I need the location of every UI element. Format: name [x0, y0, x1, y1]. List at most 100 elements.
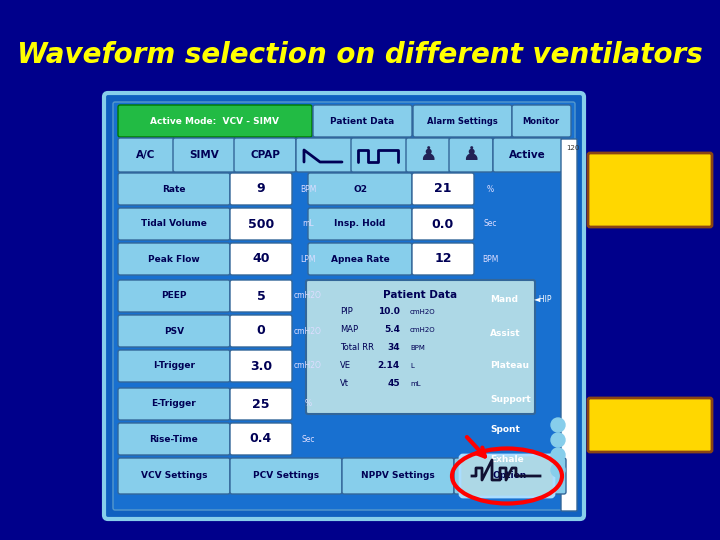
- Circle shape: [551, 463, 565, 477]
- FancyBboxPatch shape: [512, 105, 571, 137]
- FancyBboxPatch shape: [460, 455, 554, 497]
- Text: PSV: PSV: [164, 327, 184, 335]
- Text: Patient Data: Patient Data: [383, 290, 457, 300]
- FancyBboxPatch shape: [118, 138, 174, 172]
- Circle shape: [551, 448, 565, 462]
- FancyBboxPatch shape: [118, 105, 312, 137]
- Text: Assist: Assist: [490, 328, 521, 338]
- Text: 0.4: 0.4: [250, 433, 272, 446]
- Text: VE: VE: [340, 361, 351, 370]
- FancyBboxPatch shape: [230, 423, 292, 455]
- FancyBboxPatch shape: [118, 423, 230, 455]
- Text: Tidal Volume: Tidal Volume: [141, 219, 207, 228]
- Text: Exhale: Exhale: [490, 456, 523, 464]
- Text: Plateau: Plateau: [490, 361, 529, 370]
- Text: %: %: [487, 185, 494, 193]
- FancyBboxPatch shape: [230, 208, 292, 240]
- Text: 5: 5: [256, 289, 266, 302]
- Text: Monitor: Monitor: [523, 117, 559, 125]
- Text: Peak Flow: Peak Flow: [148, 254, 200, 264]
- FancyBboxPatch shape: [234, 138, 296, 172]
- Text: Waveform selection on different ventilators: Waveform selection on different ventilat…: [17, 41, 703, 69]
- Text: PIP: PIP: [340, 307, 353, 316]
- FancyBboxPatch shape: [118, 243, 230, 275]
- FancyBboxPatch shape: [454, 458, 566, 494]
- Text: Active Mode:  VCV - SIMV: Active Mode: VCV - SIMV: [150, 117, 279, 125]
- Text: 40: 40: [252, 253, 270, 266]
- Text: Alarm Settings: Alarm Settings: [427, 117, 498, 125]
- Text: MAP: MAP: [340, 326, 358, 334]
- Text: Patient Data: Patient Data: [330, 117, 394, 125]
- FancyBboxPatch shape: [118, 458, 230, 494]
- Text: Spont: Spont: [490, 426, 520, 435]
- Text: 120: 120: [567, 145, 580, 151]
- FancyBboxPatch shape: [412, 173, 474, 205]
- Text: ♟: ♟: [462, 145, 480, 165]
- FancyBboxPatch shape: [173, 138, 235, 172]
- Circle shape: [551, 418, 565, 432]
- FancyBboxPatch shape: [118, 388, 230, 420]
- Text: Sec: Sec: [483, 219, 497, 228]
- FancyBboxPatch shape: [230, 280, 292, 312]
- Text: BPM: BPM: [300, 185, 316, 193]
- Text: cmH2O: cmH2O: [410, 327, 436, 333]
- FancyBboxPatch shape: [588, 398, 712, 452]
- Text: Push to select
waveforms: Push to select waveforms: [603, 411, 697, 439]
- FancyBboxPatch shape: [413, 105, 512, 137]
- FancyBboxPatch shape: [308, 243, 412, 275]
- Text: cmH2O: cmH2O: [294, 292, 322, 300]
- FancyBboxPatch shape: [412, 208, 474, 240]
- Text: E-Trigger: E-Trigger: [152, 400, 197, 408]
- Text: Total RR: Total RR: [340, 343, 374, 353]
- Text: ◄HIP: ◄HIP: [534, 295, 552, 305]
- FancyBboxPatch shape: [296, 138, 352, 172]
- Text: LPM: LPM: [300, 254, 316, 264]
- Text: I-Trigger: I-Trigger: [153, 361, 195, 370]
- Text: %: %: [305, 400, 312, 408]
- Text: Respironics
Espirit
ventilator: Respironics Espirit ventilator: [610, 168, 690, 212]
- FancyBboxPatch shape: [342, 458, 454, 494]
- FancyBboxPatch shape: [561, 139, 577, 511]
- Text: Mand: Mand: [490, 295, 518, 305]
- Text: Apnea Rate: Apnea Rate: [330, 254, 390, 264]
- FancyBboxPatch shape: [308, 173, 412, 205]
- FancyBboxPatch shape: [230, 173, 292, 205]
- Text: 5.4: 5.4: [384, 326, 400, 334]
- FancyBboxPatch shape: [588, 153, 712, 227]
- Text: 0.0: 0.0: [432, 218, 454, 231]
- Text: BPM: BPM: [482, 254, 498, 264]
- Text: cmH2O: cmH2O: [294, 327, 322, 335]
- Text: Support: Support: [490, 395, 531, 404]
- Text: 0: 0: [256, 325, 266, 338]
- Text: cmH2O: cmH2O: [410, 309, 436, 315]
- FancyBboxPatch shape: [118, 280, 230, 312]
- FancyBboxPatch shape: [412, 243, 474, 275]
- Circle shape: [551, 433, 565, 447]
- FancyBboxPatch shape: [118, 173, 230, 205]
- FancyBboxPatch shape: [104, 93, 584, 519]
- FancyBboxPatch shape: [306, 280, 535, 414]
- FancyBboxPatch shape: [406, 138, 450, 172]
- Text: Active: Active: [508, 150, 545, 160]
- Text: 3.0: 3.0: [250, 360, 272, 373]
- FancyBboxPatch shape: [230, 243, 292, 275]
- FancyBboxPatch shape: [118, 315, 230, 347]
- Text: 34: 34: [387, 343, 400, 353]
- Text: 25: 25: [252, 397, 270, 410]
- Text: SIMV: SIMV: [189, 150, 219, 160]
- Text: BPM: BPM: [410, 345, 425, 351]
- Text: 9: 9: [257, 183, 265, 195]
- FancyBboxPatch shape: [313, 105, 412, 137]
- Text: Rise-Time: Rise-Time: [150, 435, 199, 443]
- Text: O2: O2: [353, 185, 367, 193]
- Text: mL: mL: [410, 381, 420, 387]
- FancyBboxPatch shape: [118, 350, 230, 382]
- FancyBboxPatch shape: [493, 138, 562, 172]
- Text: 500: 500: [248, 218, 274, 231]
- Text: 45: 45: [387, 380, 400, 388]
- Text: Insp. Hold: Insp. Hold: [334, 219, 386, 228]
- FancyBboxPatch shape: [230, 350, 292, 382]
- Text: Option: Option: [493, 471, 527, 481]
- Text: VCV Settings: VCV Settings: [140, 471, 207, 481]
- Text: 2.14: 2.14: [378, 361, 400, 370]
